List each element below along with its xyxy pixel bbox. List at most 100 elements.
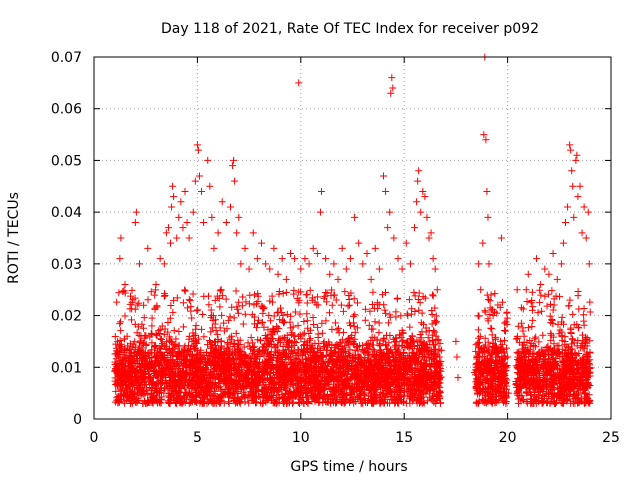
data-point <box>322 288 330 296</box>
data-point <box>305 330 313 338</box>
data-point <box>207 328 215 336</box>
data-point <box>351 311 359 319</box>
data-point <box>332 296 340 304</box>
data-point <box>267 330 275 338</box>
data-point <box>186 297 194 305</box>
data-point <box>419 353 427 361</box>
data-point <box>217 387 225 395</box>
data-point <box>239 320 247 328</box>
data-point <box>418 328 426 336</box>
data-point <box>405 344 413 352</box>
data-point <box>290 290 298 298</box>
data-point <box>279 289 287 297</box>
data-point <box>179 323 187 331</box>
data-point <box>428 291 436 299</box>
data-point <box>250 301 258 309</box>
data-point <box>199 310 207 318</box>
data-point <box>286 318 294 326</box>
data-point <box>385 319 393 327</box>
data-point <box>306 335 314 343</box>
data-point <box>283 310 291 318</box>
data-point <box>475 312 483 320</box>
data-point <box>339 307 347 315</box>
data-points <box>111 53 594 407</box>
data-point <box>381 288 389 296</box>
data-point <box>278 390 286 398</box>
data-point <box>212 326 220 334</box>
data-point <box>133 301 141 309</box>
data-point <box>288 329 296 337</box>
data-point <box>297 335 305 343</box>
data-point <box>337 338 345 346</box>
data-point <box>532 333 540 341</box>
data-point <box>124 342 132 350</box>
data-point <box>537 291 545 299</box>
data-point <box>417 334 425 342</box>
data-point <box>361 316 369 324</box>
data-point <box>385 348 393 356</box>
data-point <box>260 323 268 331</box>
data-point <box>334 344 342 352</box>
data-point <box>346 346 354 354</box>
data-point <box>353 299 361 307</box>
data-point <box>432 319 440 327</box>
data-point <box>222 295 230 303</box>
data-point <box>254 316 262 324</box>
data-point <box>217 286 225 294</box>
data-point <box>385 380 393 388</box>
data-point <box>337 301 345 309</box>
data-point <box>369 341 377 349</box>
data-point <box>128 305 136 313</box>
data-point <box>419 293 427 301</box>
data-point <box>151 291 159 299</box>
data-point <box>279 311 287 319</box>
data-point <box>548 287 556 295</box>
data-point <box>341 288 349 296</box>
data-point <box>580 304 588 312</box>
data-point <box>392 313 400 321</box>
data-point <box>198 325 206 333</box>
data-point <box>481 334 489 342</box>
data-point <box>368 300 376 308</box>
data-point <box>586 298 594 306</box>
data-point <box>416 299 424 307</box>
data-point <box>296 310 304 318</box>
data-point <box>216 287 224 295</box>
data-point <box>242 370 250 378</box>
data-point <box>491 290 499 298</box>
data-point <box>150 342 158 350</box>
data-point <box>185 296 193 304</box>
data-point <box>432 399 440 407</box>
data-point <box>371 318 379 326</box>
data-point <box>474 326 482 334</box>
data-point <box>418 309 426 317</box>
data-point <box>309 314 317 322</box>
data-point <box>152 341 160 349</box>
data-point <box>246 291 254 299</box>
data-point <box>345 296 353 304</box>
data-point <box>381 306 389 314</box>
data-point <box>320 294 328 302</box>
data-point <box>170 327 178 335</box>
data-point <box>116 320 124 328</box>
data-point <box>331 319 339 327</box>
data-point <box>250 343 258 351</box>
data-point <box>488 325 496 333</box>
data-point <box>403 310 411 318</box>
data-point <box>370 387 378 395</box>
data-point <box>113 298 121 306</box>
data-point <box>211 296 219 304</box>
data-point <box>326 309 334 317</box>
data-point <box>220 319 228 327</box>
data-point <box>170 296 178 304</box>
data-point <box>127 399 134 407</box>
data-point <box>397 312 405 320</box>
data-point <box>131 338 139 346</box>
data-point <box>128 316 136 324</box>
data-point <box>181 286 189 294</box>
data-point <box>194 306 202 314</box>
data-point <box>262 398 270 406</box>
data-point <box>365 321 373 329</box>
data-point <box>558 313 566 321</box>
data-point <box>156 335 164 343</box>
